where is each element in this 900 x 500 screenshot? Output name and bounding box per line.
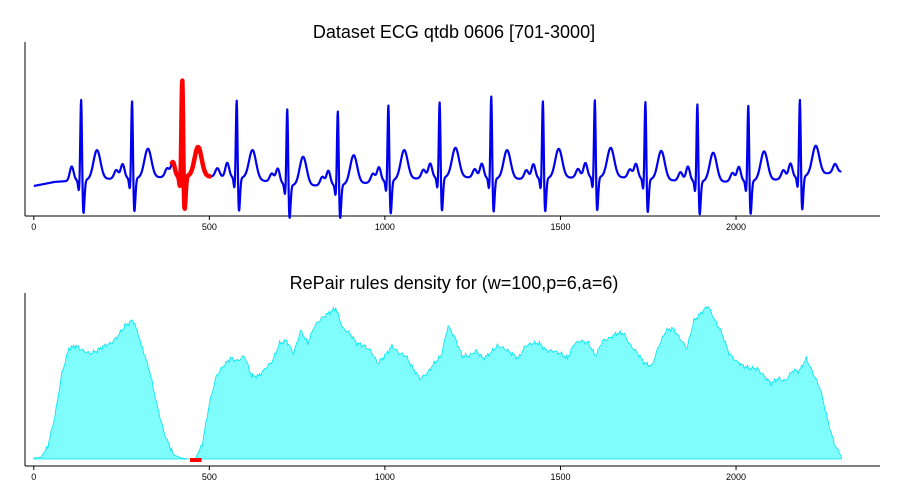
- ecg-x-tick-label: 500: [202, 222, 217, 232]
- ecg-chart-title: Dataset ECG qtdb 0606 [701-3000]: [313, 22, 595, 42]
- ecg-x-tick-label: 0: [31, 222, 36, 232]
- ecg-x-tick-label: 2000: [726, 222, 746, 232]
- ecg-signal-line: [33, 79, 843, 219]
- ecg-panel: Dataset ECG qtdb 0606 [701-3000] 0 500 100…: [24, 22, 880, 232]
- density-chart-title: RePair rules density for (w=100,p=6,a=6): [290, 273, 619, 293]
- density-panel: RePair rules density for (w=100,p=6,a=6)…: [24, 273, 880, 482]
- ecg-x-tick-label: 1500: [550, 222, 570, 232]
- density-x-tick-label: 0: [31, 472, 36, 482]
- density-x-tick-label: 2000: [726, 472, 746, 482]
- ecg-anomaly-segment: [169, 78, 213, 211]
- density-x-tick-label: 1000: [375, 472, 395, 482]
- ecg-x-ticks: 0 500 1000 1500 2000: [31, 216, 746, 232]
- density-x-tick-label: 1500: [550, 472, 570, 482]
- density-area: [33, 305, 842, 460]
- density-x-tick-label: 500: [202, 472, 217, 482]
- density-anomaly-marker: [190, 458, 202, 462]
- density-x-ticks: 0 500 1000 1500 2000: [31, 466, 746, 482]
- ecg-x-tick-label: 1000: [375, 222, 395, 232]
